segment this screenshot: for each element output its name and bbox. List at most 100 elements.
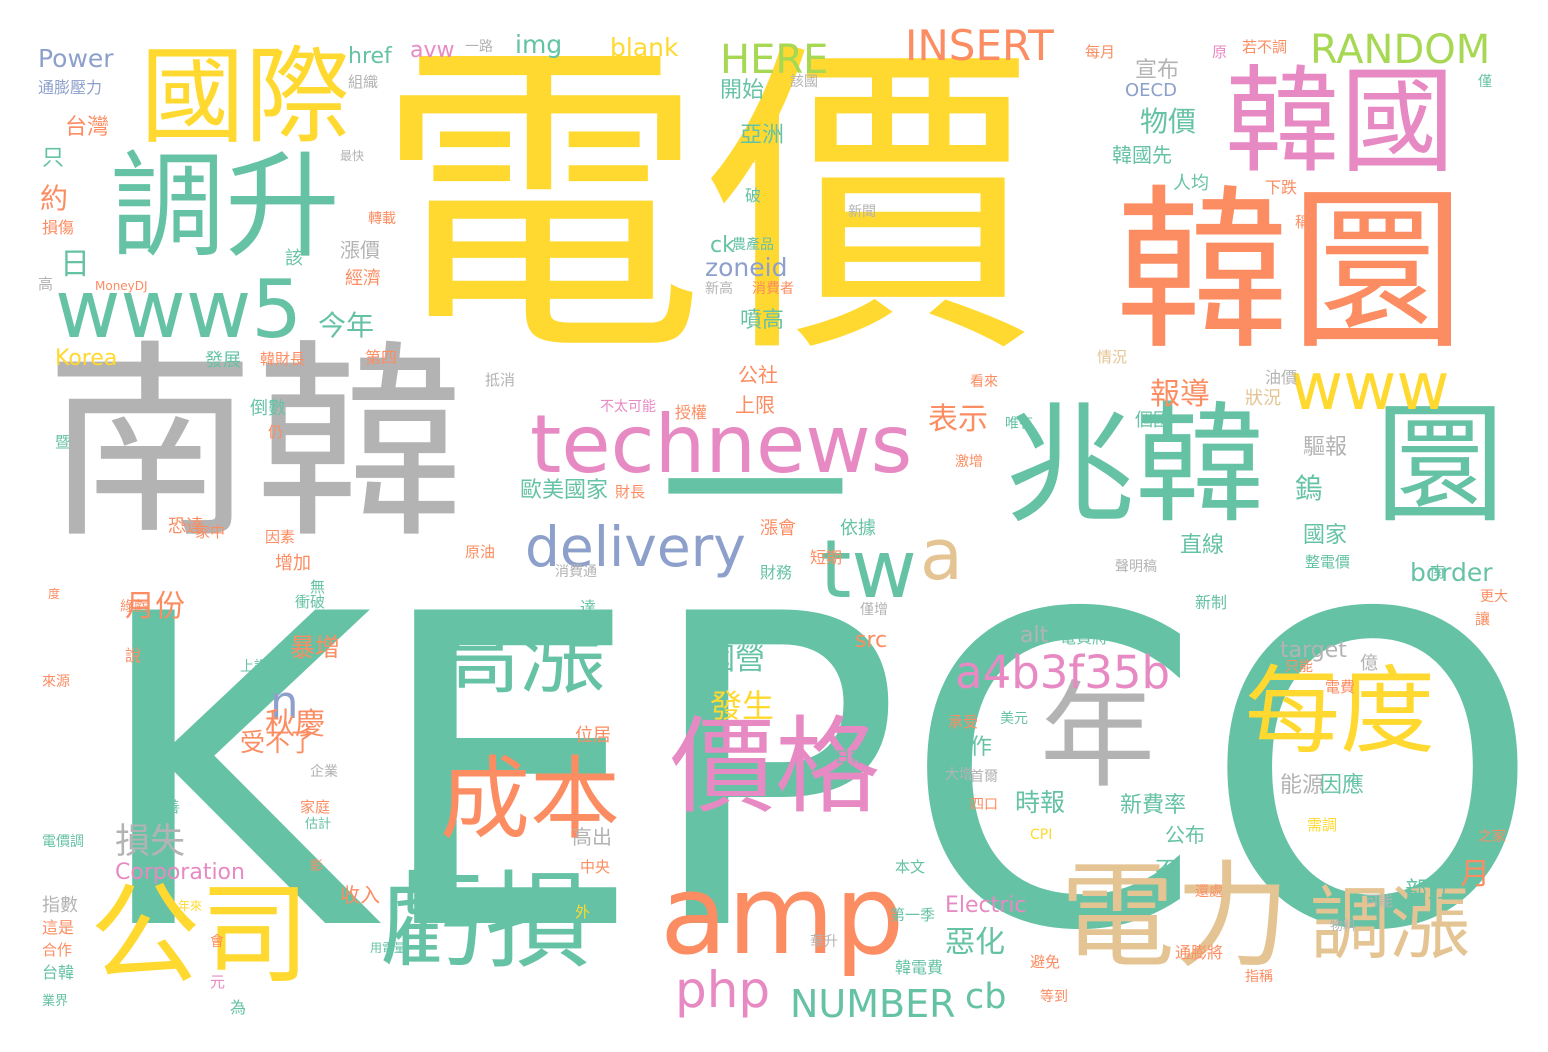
word: 高 <box>38 275 54 293</box>
word: RANDOM <box>1310 27 1491 73</box>
word: 僅 <box>1478 74 1492 90</box>
word: 電費 <box>1325 678 1356 696</box>
word: 若不調 <box>1242 38 1288 56</box>
word: 改善 <box>150 798 181 816</box>
word: 財務 <box>760 563 793 582</box>
word: 本文 <box>895 858 926 876</box>
word: 第一季 <box>890 906 936 924</box>
word: Korea <box>55 346 118 371</box>
word: 物價 <box>1140 105 1197 138</box>
word: 暴增 <box>290 633 341 662</box>
word: 人均 <box>1173 173 1209 194</box>
word: 秋慶 <box>265 707 325 742</box>
word: 每月 <box>1085 43 1116 61</box>
word: 物料 <box>1330 919 1357 934</box>
word: 仍 <box>268 423 284 441</box>
word: 公社 <box>738 363 778 387</box>
word: 台灣 <box>65 115 110 140</box>
word: 狀況 <box>1245 388 1281 409</box>
word: 油價 <box>1265 368 1298 387</box>
word: 來源 <box>42 674 70 690</box>
word: 抵消 <box>485 371 516 389</box>
word: 南 <box>1430 563 1446 581</box>
word: 中央 <box>580 858 611 876</box>
word: 價格 <box>670 706 881 828</box>
word: 公布 <box>1165 823 1205 847</box>
word: 之家 <box>1478 829 1506 845</box>
word: 衝破 <box>295 593 326 611</box>
word: 估計 <box>305 817 332 832</box>
word: 因素 <box>265 528 296 546</box>
word: Corporation <box>115 860 245 885</box>
word: border <box>1410 558 1493 587</box>
word: 新費率 <box>1120 793 1187 818</box>
word: zoneid <box>705 253 788 282</box>
word: 漲價 <box>340 238 380 262</box>
word: 一路 <box>465 39 493 55</box>
word: 華升 <box>810 934 838 950</box>
word: 外 <box>575 903 591 921</box>
word: 上調 <box>240 659 268 675</box>
word: 農產品 <box>732 237 774 253</box>
word: 新制 <box>1195 593 1228 612</box>
word: 只 <box>42 146 65 171</box>
word: 動作 <box>948 735 993 760</box>
word: 消費者 <box>752 281 794 297</box>
word: 達 <box>580 598 597 617</box>
word: 避免 <box>1030 953 1061 971</box>
word: INSERT <box>905 21 1054 70</box>
word: a4b3f35b <box>955 646 1171 699</box>
word: 需調 <box>1307 816 1338 834</box>
word: avw <box>410 38 455 63</box>
word: technews <box>530 398 913 491</box>
word: 直線 <box>1180 533 1225 558</box>
word: www <box>1290 350 1450 425</box>
word: 因應 <box>1320 773 1365 798</box>
word: cb <box>965 977 1007 1017</box>
word: 短期 <box>810 548 843 567</box>
word: 承受 <box>948 713 979 731</box>
word: 財長 <box>615 483 646 501</box>
word: 今年 <box>318 309 375 342</box>
word: 部分 <box>1405 878 1450 903</box>
word: 度 <box>48 587 61 601</box>
word: 合作 <box>42 941 73 959</box>
word: 企業 <box>310 764 338 780</box>
word: 該國 <box>790 74 818 90</box>
word: 電力 <box>1060 850 1291 984</box>
word: 國際 <box>140 36 351 158</box>
word: 電價調 <box>42 834 84 850</box>
word: Electric <box>945 893 1027 918</box>
word: CPI <box>1030 827 1053 843</box>
word: 新高 <box>705 281 733 297</box>
word: 電費將 <box>1060 628 1109 647</box>
word: alt <box>1020 623 1049 648</box>
word: 新聞 <box>848 204 876 220</box>
word: 發展 <box>205 350 241 371</box>
word: 會 <box>210 934 224 950</box>
word: 只能 <box>1285 659 1313 675</box>
word: 看來 <box>970 374 998 390</box>
word: 漲會 <box>760 518 796 539</box>
word: 兆韓 <box>1005 389 1266 541</box>
word: 歐美國家 <box>520 478 609 503</box>
word: 為 <box>230 998 247 1017</box>
word: 成本 <box>440 747 620 852</box>
word: 恐達 <box>168 516 204 537</box>
word: HERE <box>720 37 829 83</box>
word: 影 <box>310 859 324 874</box>
word: n <box>270 676 299 729</box>
word: 無 <box>310 578 326 596</box>
word: 家庭 <box>300 798 331 816</box>
word: 電價 <box>375 13 1035 397</box>
word: 台韓 <box>42 963 75 982</box>
word: 指數 <box>42 895 78 916</box>
word: 授權 <box>675 403 708 422</box>
word: 等到 <box>1040 989 1068 1005</box>
word: 綠虧 <box>120 599 148 615</box>
word: 位居 <box>575 725 611 746</box>
word: 韓圜 <box>1115 171 1465 374</box>
word: 指稱 <box>1245 969 1273 985</box>
word: 表示 <box>928 402 988 437</box>
